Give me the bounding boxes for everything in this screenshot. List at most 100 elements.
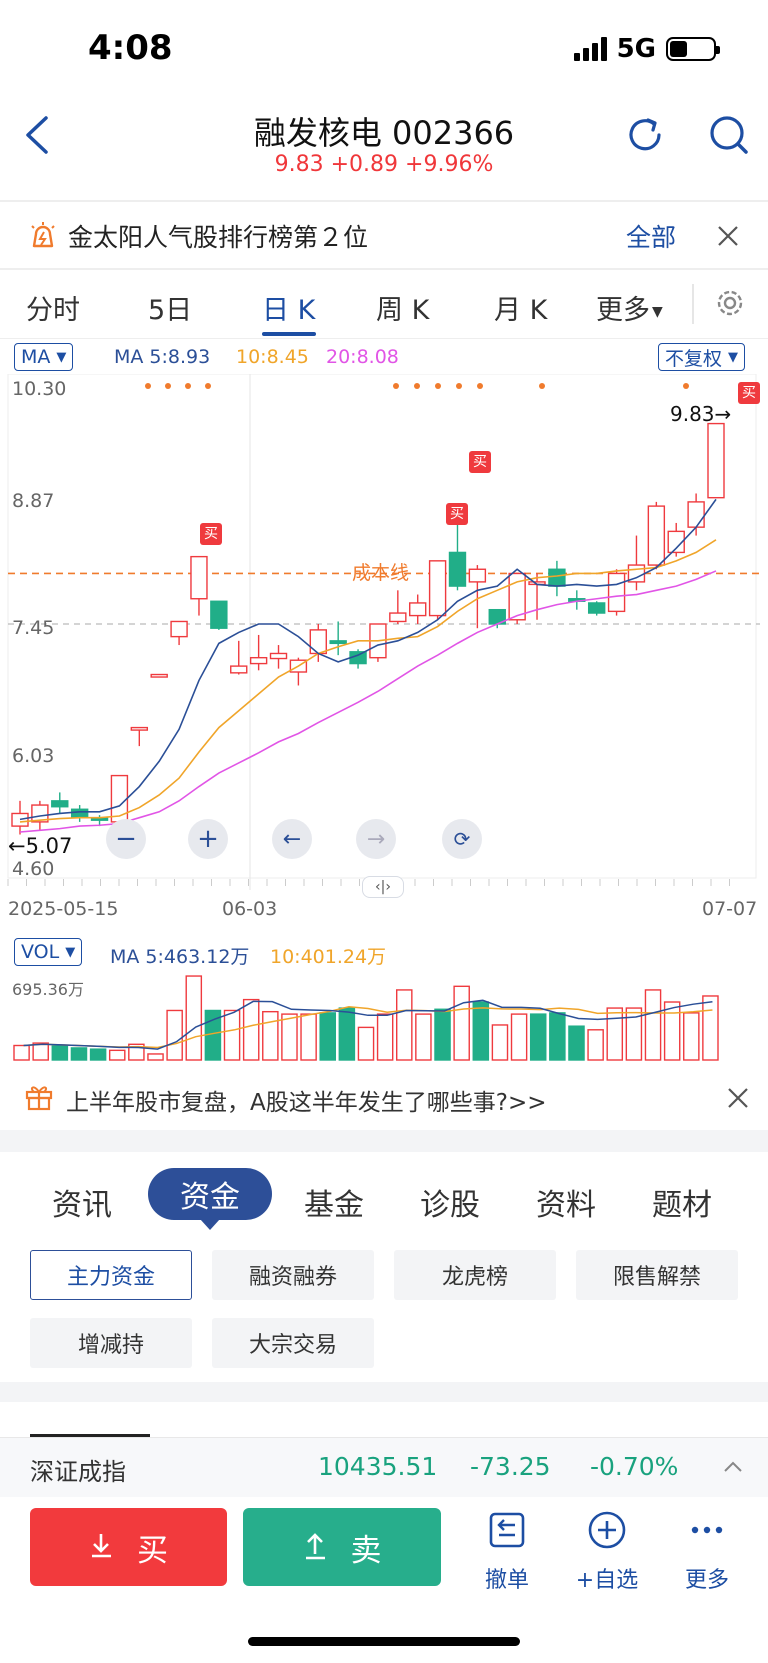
gift-icon (25, 1086, 53, 1111)
y-label-3: 7.45 (12, 617, 55, 639)
volume-bar (242, 998, 260, 1061)
more-button[interactable]: 更多 (662, 1510, 752, 1594)
candle-body (409, 602, 427, 617)
buy-marker[interactable]: 买 (469, 451, 491, 473)
signal-dot (185, 383, 191, 389)
back-icon[interactable] (18, 112, 58, 158)
tab-diagnosis[interactable]: 诊股 (420, 1188, 480, 1223)
home-indicator (248, 1637, 520, 1646)
buy-label: 买 (137, 1532, 168, 1569)
status-time: 4:08 (88, 28, 173, 68)
zoom-out-button[interactable]: − (106, 819, 146, 859)
banner-all-link[interactable]: 全部 (626, 223, 677, 252)
candle-body (130, 726, 149, 731)
candle-body (210, 600, 228, 629)
add-watchlist-button[interactable]: +自选 (562, 1510, 652, 1594)
index-bar[interactable] (0, 1437, 768, 1497)
indicator-select[interactable]: MA ▼ (14, 343, 74, 371)
ma5-line (19, 498, 717, 821)
rotate-icon[interactable]: ⟳ (442, 819, 482, 859)
banner-text[interactable]: 金太阳人气股排行榜第２位 (68, 223, 369, 252)
candle-body (150, 673, 168, 678)
close-icon[interactable] (726, 1086, 750, 1110)
volume-chart[interactable] (0, 968, 768, 1064)
volume-bar (357, 1026, 375, 1061)
y-label-min: 4.60 (12, 858, 55, 880)
tab-intraday[interactable]: 分时 (26, 295, 80, 326)
y-label-max: 10.30 (12, 378, 67, 400)
volume-indicator-select[interactable]: VOL ▼ (14, 938, 83, 966)
tab-weekly-k[interactable]: 周 K (376, 295, 430, 326)
volume-bar (376, 1013, 394, 1061)
buy-marker[interactable]: 买 (738, 382, 760, 404)
close-icon[interactable] (716, 224, 740, 248)
candle-body (170, 620, 188, 638)
volume-bar (338, 1007, 356, 1061)
section-gap (0, 1382, 768, 1402)
buy-marker[interactable]: 买 (446, 503, 468, 525)
drag-handle[interactable]: ‹|› (362, 876, 404, 898)
candle-body (190, 555, 208, 600)
upload-icon (305, 1533, 325, 1560)
tab-themes[interactable]: 题材 (652, 1188, 712, 1223)
chip-block-trade[interactable]: 大宗交易 (212, 1318, 374, 1368)
kline-chart[interactable] (0, 374, 768, 894)
tab-profile[interactable]: 资料 (536, 1188, 596, 1223)
buy-marker[interactable]: 买 (200, 523, 222, 545)
chip-main-funds[interactable]: 主力资金 (30, 1250, 192, 1300)
candle-body (508, 572, 526, 621)
tab-fund-products[interactable]: 基金 (304, 1188, 364, 1223)
search-icon[interactable] (706, 112, 752, 158)
add-circle-icon (588, 1511, 626, 1549)
ma10-line (19, 539, 717, 823)
indicator-label: MA (21, 346, 51, 368)
zoom-in-button[interactable]: + (188, 819, 228, 859)
chip-margin[interactable]: 融资融券 (212, 1250, 374, 1300)
scroll-right-button[interactable]: → (356, 819, 396, 859)
candle-body (269, 652, 288, 660)
volume-bar (300, 1013, 317, 1061)
cost-line-label: 成本线 (352, 562, 410, 584)
notice-text[interactable]: 上半年股市复盘，A股这半年发生了哪些事?>> (66, 1090, 547, 1116)
chip-lockup[interactable]: 限售解禁 (576, 1250, 738, 1300)
settings-icon[interactable] (713, 286, 747, 320)
signal-dot (456, 383, 462, 389)
banner-divider (0, 268, 768, 270)
tab-daily-k[interactable]: 日 K (262, 295, 316, 326)
candle-body (548, 568, 566, 587)
adjust-select[interactable]: 不复权 ▼ (658, 343, 746, 371)
candle-body (448, 551, 467, 587)
y-label-2: 8.87 (12, 490, 55, 512)
signal-dot (414, 383, 420, 389)
refresh-icon[interactable] (622, 112, 668, 158)
signal-icon (573, 37, 607, 61)
index-change: -73.25 (470, 1452, 551, 1481)
tab-funds[interactable]: 资金 (148, 1168, 272, 1230)
volume-bar (108, 1049, 126, 1061)
candle-body (687, 501, 705, 528)
volume-bar (587, 1029, 604, 1061)
candle-body (110, 774, 129, 823)
volume-bar (51, 1045, 69, 1061)
buy-button[interactable]: 买 (30, 1508, 227, 1586)
caret-down-icon: ▼ (652, 303, 663, 320)
candle-body (11, 812, 29, 827)
chip-holdings-change[interactable]: 增减持 (30, 1318, 192, 1368)
volume-bar (568, 1025, 585, 1061)
chevron-up-icon[interactable] (722, 1458, 744, 1474)
cancel-order-button[interactable]: 撤单 (462, 1510, 552, 1594)
scroll-left-button[interactable]: ← (272, 819, 312, 859)
tab-monthly-k[interactable]: 月 K (494, 295, 548, 326)
sell-button[interactable]: 卖 (243, 1508, 441, 1586)
volume-bar (702, 995, 719, 1061)
caret-down-icon: ▼ (65, 944, 76, 960)
tab-news[interactable]: 资讯 (52, 1188, 112, 1223)
signal-dot (393, 383, 399, 389)
candle-body (230, 665, 248, 674)
battery-icon (666, 37, 720, 61)
tab-more[interactable]: 更多 ▼ (596, 288, 663, 327)
signal-dot (145, 383, 151, 389)
tab-5day[interactable]: 5日 (148, 295, 193, 326)
volume-bar (319, 1012, 336, 1061)
chip-dragon-tiger[interactable]: 龙虎榜 (394, 1250, 556, 1300)
